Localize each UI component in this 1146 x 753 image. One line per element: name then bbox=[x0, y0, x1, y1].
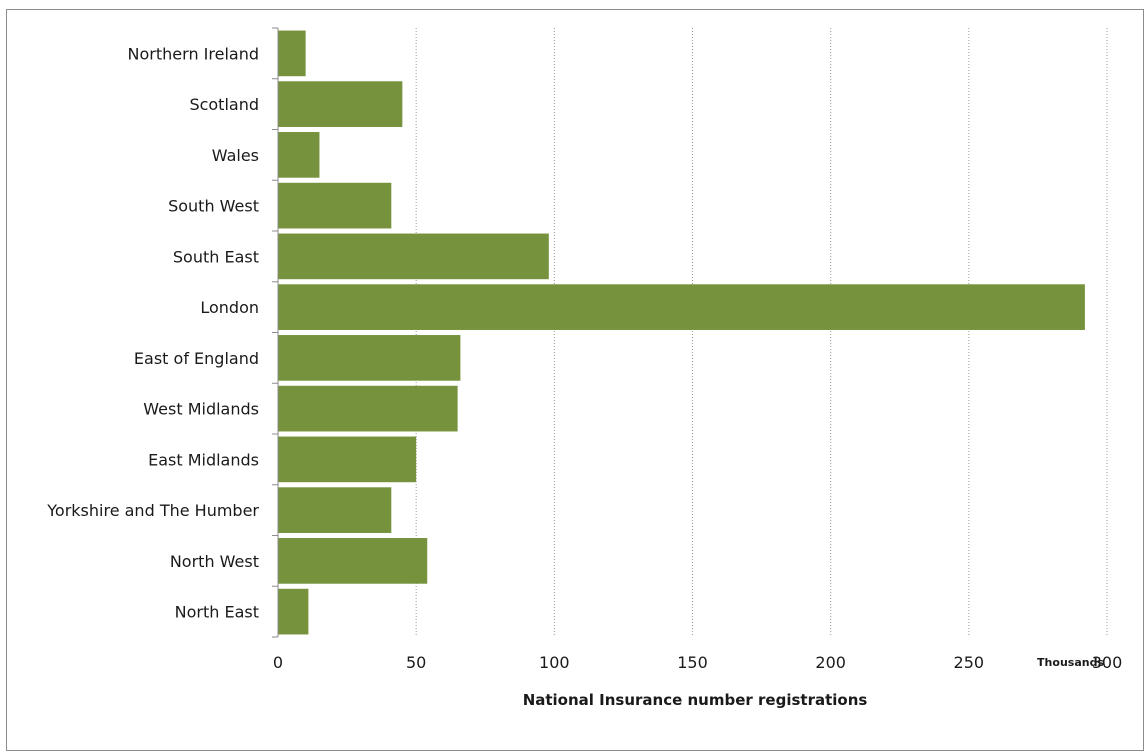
x-axis-units: Thousands bbox=[1037, 656, 1104, 669]
category-label: North West bbox=[170, 552, 259, 571]
bar-scotland bbox=[278, 81, 403, 127]
y-axis bbox=[272, 27, 279, 638]
x-tick-label: 50 bbox=[406, 653, 426, 672]
bar-east-midlands bbox=[278, 436, 417, 483]
category-label: East Midlands bbox=[148, 450, 259, 469]
bar-south-west bbox=[278, 182, 392, 229]
category-label: West Midlands bbox=[143, 400, 259, 419]
bar-yorkshire-and-the-humber bbox=[278, 487, 392, 533]
category-label: North East bbox=[175, 603, 259, 622]
category-label: South East bbox=[173, 247, 259, 266]
bars bbox=[278, 30, 1085, 635]
x-tick-label: 250 bbox=[954, 653, 985, 672]
x-tick-labels: 0 50 100 150 200 250 300 bbox=[273, 653, 1122, 672]
gridlines bbox=[415, 28, 1108, 637]
category-labels: North East North West Yorkshire and The Hu… bbox=[46, 44, 259, 621]
category-label: Yorkshire and The Humber bbox=[46, 501, 259, 520]
bar-london bbox=[278, 284, 1085, 330]
chart-frame bbox=[6, 9, 1144, 751]
bar-east-of-england bbox=[278, 335, 461, 381]
x-tick-label: 150 bbox=[677, 653, 708, 672]
bar-wales bbox=[278, 132, 320, 178]
category-label: London bbox=[200, 298, 259, 317]
category-label: Northern Ireland bbox=[128, 44, 259, 63]
category-label: East of England bbox=[134, 349, 259, 368]
bar-north-west bbox=[278, 538, 428, 584]
category-label: South West bbox=[168, 197, 259, 216]
x-tick-label: 300 bbox=[1092, 653, 1123, 672]
x-tick-label: 100 bbox=[539, 653, 570, 672]
category-label: Wales bbox=[212, 146, 259, 165]
bar-north-east bbox=[278, 588, 309, 635]
category-label: Scotland bbox=[189, 95, 259, 114]
x-axis-title: National Insurance number registrations bbox=[523, 691, 868, 709]
x-tick-label: 0 bbox=[273, 653, 283, 672]
bar-west-midlands bbox=[278, 385, 458, 432]
bar-northern-ireland bbox=[278, 30, 306, 77]
x-tick-label: 200 bbox=[815, 653, 846, 672]
bar-south-east bbox=[278, 233, 549, 280]
